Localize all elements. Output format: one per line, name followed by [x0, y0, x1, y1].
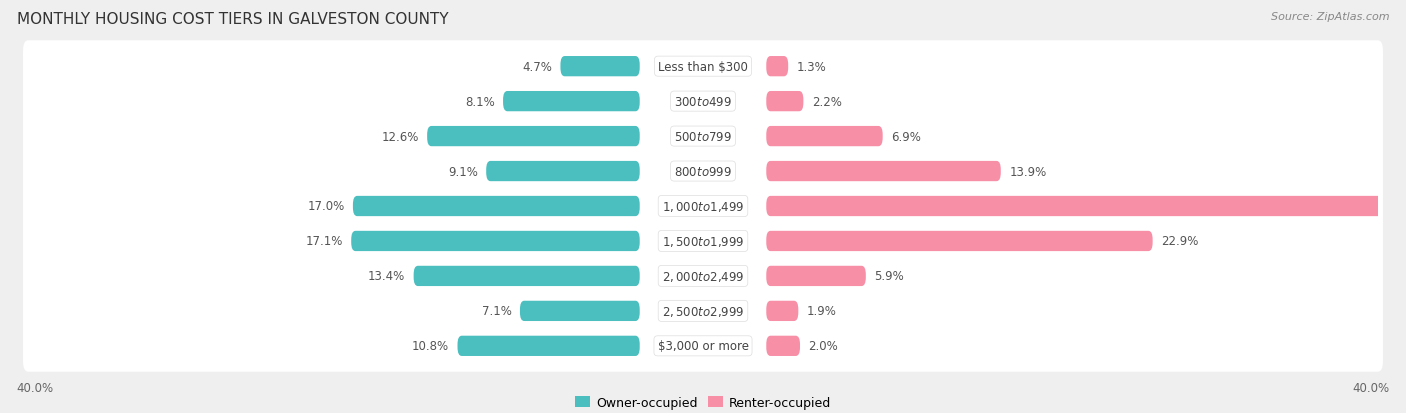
FancyBboxPatch shape: [353, 197, 640, 216]
Text: $3,000 or more: $3,000 or more: [658, 339, 748, 352]
FancyBboxPatch shape: [457, 336, 640, 356]
Text: 17.0%: 17.0%: [308, 200, 344, 213]
FancyBboxPatch shape: [766, 92, 803, 112]
FancyBboxPatch shape: [352, 231, 640, 252]
FancyBboxPatch shape: [766, 127, 883, 147]
Text: 5.9%: 5.9%: [875, 270, 904, 283]
FancyBboxPatch shape: [766, 336, 800, 356]
Text: 6.9%: 6.9%: [891, 130, 921, 143]
Text: 9.1%: 9.1%: [449, 165, 478, 178]
Text: Source: ZipAtlas.com: Source: ZipAtlas.com: [1271, 12, 1389, 22]
FancyBboxPatch shape: [22, 111, 1384, 163]
Text: 4.7%: 4.7%: [522, 61, 553, 74]
Text: MONTHLY HOUSING COST TIERS IN GALVESTON COUNTY: MONTHLY HOUSING COST TIERS IN GALVESTON …: [17, 12, 449, 27]
Text: Less than $300: Less than $300: [658, 61, 748, 74]
Text: $1,500 to $1,999: $1,500 to $1,999: [662, 235, 744, 248]
FancyBboxPatch shape: [561, 57, 640, 77]
FancyBboxPatch shape: [503, 92, 640, 112]
Text: 1.9%: 1.9%: [807, 305, 837, 318]
Text: $2,500 to $2,999: $2,500 to $2,999: [662, 304, 744, 318]
Text: 1.3%: 1.3%: [797, 61, 827, 74]
FancyBboxPatch shape: [520, 301, 640, 321]
Text: 13.9%: 13.9%: [1010, 165, 1046, 178]
Text: 40.0%: 40.0%: [17, 382, 53, 394]
Text: $300 to $499: $300 to $499: [673, 95, 733, 108]
FancyBboxPatch shape: [766, 57, 789, 77]
FancyBboxPatch shape: [22, 146, 1384, 197]
FancyBboxPatch shape: [766, 231, 1153, 252]
FancyBboxPatch shape: [766, 197, 1406, 216]
Text: 22.9%: 22.9%: [1161, 235, 1198, 248]
Text: $1,000 to $1,499: $1,000 to $1,499: [662, 199, 744, 214]
Text: 13.4%: 13.4%: [368, 270, 405, 283]
FancyBboxPatch shape: [22, 216, 1384, 267]
FancyBboxPatch shape: [22, 76, 1384, 128]
Text: $500 to $799: $500 to $799: [673, 130, 733, 143]
FancyBboxPatch shape: [766, 301, 799, 321]
FancyBboxPatch shape: [22, 181, 1384, 232]
Text: 12.6%: 12.6%: [381, 130, 419, 143]
FancyBboxPatch shape: [22, 285, 1384, 337]
Text: 7.1%: 7.1%: [482, 305, 512, 318]
FancyBboxPatch shape: [22, 41, 1384, 93]
Text: 10.8%: 10.8%: [412, 339, 449, 352]
FancyBboxPatch shape: [413, 266, 640, 286]
FancyBboxPatch shape: [486, 161, 640, 182]
FancyBboxPatch shape: [22, 320, 1384, 372]
FancyBboxPatch shape: [427, 127, 640, 147]
Text: 8.1%: 8.1%: [465, 95, 495, 108]
Text: $2,000 to $2,499: $2,000 to $2,499: [662, 269, 744, 283]
Text: 2.0%: 2.0%: [808, 339, 838, 352]
Text: 40.0%: 40.0%: [1353, 382, 1389, 394]
Legend: Owner-occupied, Renter-occupied: Owner-occupied, Renter-occupied: [569, 391, 837, 413]
FancyBboxPatch shape: [766, 161, 1001, 182]
FancyBboxPatch shape: [766, 266, 866, 286]
Text: $800 to $999: $800 to $999: [673, 165, 733, 178]
Text: 17.1%: 17.1%: [305, 235, 343, 248]
Text: 2.2%: 2.2%: [811, 95, 842, 108]
FancyBboxPatch shape: [22, 250, 1384, 302]
